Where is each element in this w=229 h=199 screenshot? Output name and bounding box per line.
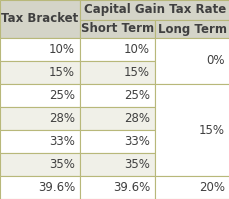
Text: Capital Gain Tax Rate: Capital Gain Tax Rate [84, 4, 225, 17]
Text: 10%: 10% [49, 43, 75, 56]
Bar [80, 84, 154, 107]
Text: 39.6%: 39.6% [112, 181, 149, 194]
Text: Tax Bracket: Tax Bracket [1, 13, 78, 25]
Text: 15%: 15% [198, 124, 224, 137]
Bar [154, 38, 229, 84]
Text: Long Term: Long Term [157, 22, 226, 35]
Bar [80, 61, 154, 84]
Bar [0, 176, 80, 199]
Bar [0, 0, 80, 38]
Bar [154, 84, 229, 176]
Bar [80, 0, 229, 20]
Text: 28%: 28% [123, 112, 149, 125]
Bar [80, 153, 154, 176]
Text: 25%: 25% [123, 89, 149, 102]
Text: 33%: 33% [49, 135, 75, 148]
Bar [0, 61, 80, 84]
Bar [154, 176, 229, 199]
Bar [80, 38, 154, 61]
Bar [0, 84, 80, 107]
Bar [80, 176, 154, 199]
Text: Short Term: Short Term [81, 22, 153, 35]
Bar [0, 130, 80, 153]
Bar [0, 153, 80, 176]
Text: 10%: 10% [123, 43, 149, 56]
Bar [80, 20, 154, 38]
Text: 15%: 15% [49, 66, 75, 79]
Bar [80, 130, 154, 153]
Text: 33%: 33% [124, 135, 149, 148]
Bar [80, 107, 154, 130]
Text: 15%: 15% [123, 66, 149, 79]
Text: 0%: 0% [206, 55, 224, 67]
Bar [0, 107, 80, 130]
Text: 25%: 25% [49, 89, 75, 102]
Text: 35%: 35% [124, 158, 149, 171]
Text: 20%: 20% [198, 181, 224, 194]
Text: 35%: 35% [49, 158, 75, 171]
Bar [154, 20, 229, 38]
Text: 39.6%: 39.6% [38, 181, 75, 194]
Bar [0, 38, 80, 61]
Text: 28%: 28% [49, 112, 75, 125]
